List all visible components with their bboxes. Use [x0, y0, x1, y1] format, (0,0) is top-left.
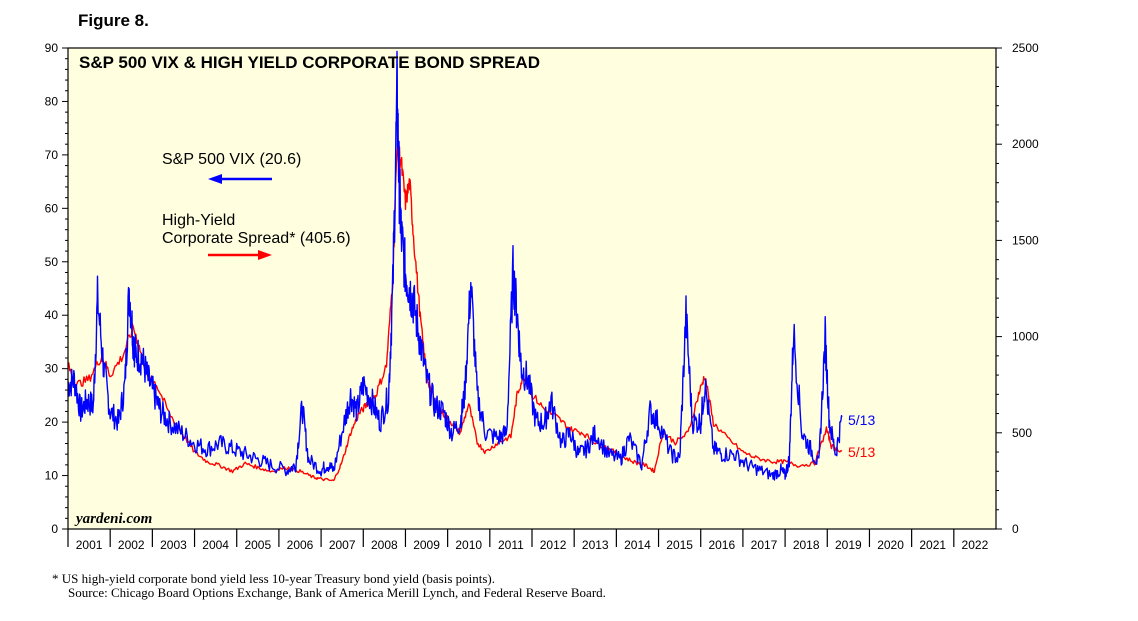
x-axis-year-label: 2015: [666, 538, 693, 552]
x-axis-year-label: 2007: [329, 538, 356, 552]
x-axis-year-label: 2008: [371, 538, 398, 552]
plot-frame: [67, 47, 997, 530]
x-axis-year-label: 2018: [793, 538, 820, 552]
left-axis-tick-label: 40: [45, 308, 59, 322]
right-axis-tick-label: 2000: [1012, 137, 1039, 151]
left-axis-tick-label: 50: [45, 255, 59, 269]
legend-spread-arrow-icon: [208, 250, 272, 260]
x-axis-year-label: 2009: [413, 538, 440, 552]
left-axis-tick-label: 30: [45, 362, 59, 376]
annotation-spread-date: 5/13: [848, 444, 875, 460]
chart-title: S&P 500 VIX & HIGH YIELD CORPORATE BOND …: [79, 53, 540, 72]
left-axis-tick-label: 90: [45, 41, 59, 55]
right-axis-tick-label: 2500: [1012, 41, 1039, 55]
left-axis-tick-label: 60: [45, 201, 59, 215]
axes-layer: 0 10 20 30 40 50 60 70 80 90 0 500 1000 1500 2000 2500 2…: [45, 41, 1039, 552]
right-axis-tick-label: 500: [1012, 426, 1032, 440]
x-axis-year-label: 2021: [919, 538, 946, 552]
x-axis-year-label: 2017: [751, 538, 778, 552]
x-axis-year-label: 2020: [877, 538, 904, 552]
series-line-vix: [68, 50, 843, 481]
annotation-vix-date: 5/13: [848, 412, 875, 428]
right-axis-tick-label: 1000: [1012, 330, 1039, 344]
legend-vix-label: S&P 500 VIX (20.6): [162, 151, 301, 168]
right-axis-tick-label: 1500: [1012, 233, 1039, 247]
x-axis-year-label: 2019: [835, 538, 862, 552]
x-axis-year-label: 2010: [455, 538, 482, 552]
x-axis-year-label: 2001: [76, 538, 103, 552]
legend-spread-label-line1: High-Yield: [162, 212, 235, 229]
x-axis-year-label: 2016: [708, 538, 735, 552]
left-axis-tick-label: 10: [45, 469, 59, 483]
plot-series-area: [68, 50, 843, 482]
legend-spread-label-line2: Corporate Spread* (405.6): [162, 230, 351, 247]
x-axis-year-label: 2014: [624, 538, 651, 552]
x-axis-year-label: 2006: [287, 538, 314, 552]
x-axis-year-label: 2011: [498, 538, 524, 552]
footnote-line2: Source: Chicago Board Options Exchange, …: [68, 585, 606, 600]
x-axis-year-label: 2005: [244, 538, 271, 552]
right-axis-tick-label: 0: [1012, 522, 1019, 536]
x-axis-year-label: 2003: [160, 538, 187, 552]
x-axis-year-label: 2022: [962, 538, 989, 552]
brand-label: yardeni.com: [74, 511, 152, 527]
x-axis-year-label: 2002: [118, 538, 145, 552]
x-axis-year-label: 2004: [202, 538, 229, 552]
figure-label: Figure 8.: [78, 11, 149, 30]
left-axis-tick-label: 80: [45, 94, 59, 108]
left-axis-tick-label: 0: [51, 522, 58, 536]
legend-vix-arrow-icon: [208, 174, 272, 184]
footnote-line1: * US high-yield corporate bond yield les…: [52, 571, 495, 586]
left-axis-tick-label: 70: [45, 148, 59, 162]
x-axis-year-label: 2012: [540, 538, 567, 552]
x-axis-year-label: 2013: [582, 538, 609, 552]
plot-background: [68, 48, 996, 529]
left-axis-tick-label: 20: [45, 415, 59, 429]
